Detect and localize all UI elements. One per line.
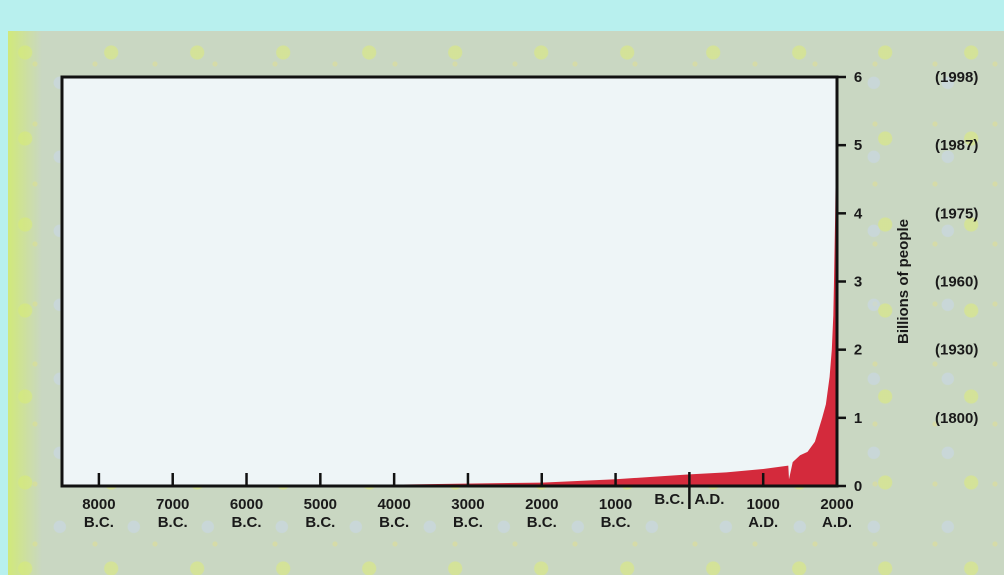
x-tick-label: 8000 [82, 496, 115, 513]
x-tick-label: 1000 [599, 496, 632, 513]
y-tick-label: 5 [854, 137, 862, 154]
x-tick-era: A.D. [748, 514, 778, 531]
y-tick-year: (1975) [935, 205, 978, 222]
x-tick-era: B.C. [601, 514, 631, 531]
x-tick-era: B.C. [84, 514, 114, 531]
chart-page-background: 8000 B.C. 7000 B.C. 6000 B.C. 5000 B.C. 4000 B.C.… [8, 31, 1004, 575]
ad-label: A.D. [694, 491, 724, 508]
plot-area [62, 77, 837, 486]
bc-label: B.C. [654, 491, 684, 508]
x-tick-era: B.C. [453, 514, 483, 531]
x-tick-label: 5000 [304, 496, 337, 513]
x-tick-label: 7000 [156, 496, 189, 513]
y-tick-label: 0 [854, 478, 862, 495]
x-tick-label: 2000 [820, 496, 853, 513]
x-tick-era: B.C. [232, 514, 262, 531]
y-tick-label: 3 [854, 274, 862, 291]
x-tick-label: 3000 [451, 496, 484, 513]
x-tick-label: 4000 [377, 496, 410, 513]
y-tick-label: 2 [854, 342, 862, 359]
y-tick-label: 4 [854, 205, 863, 222]
x-tick-label: 2000 [525, 496, 558, 513]
x-tick-era: B.C. [305, 514, 335, 531]
x-tick-label: 1000 [747, 496, 780, 513]
y-tick-year: (1800) [935, 410, 978, 427]
x-tick-era: B.C. [158, 514, 188, 531]
x-tick-era: B.C. [379, 514, 409, 531]
population-chart: 8000B.C.7000B.C.6000B.C.5000B.C.4000B.C.… [60, 69, 978, 531]
x-tick-label: 6000 [230, 496, 263, 513]
y-tick-label: 6 [854, 69, 862, 86]
y-tick-year: (1960) [935, 274, 978, 291]
y-tick-year: (1930) [935, 342, 978, 359]
y-tick-year: (1987) [935, 137, 978, 154]
y-tick-label: 1 [854, 410, 862, 427]
x-tick-era: B.C. [527, 514, 557, 531]
x-tick-era: A.D. [822, 514, 852, 531]
y-tick-year: (1998) [935, 69, 978, 86]
y-axis-title: Billions of people [895, 219, 912, 344]
